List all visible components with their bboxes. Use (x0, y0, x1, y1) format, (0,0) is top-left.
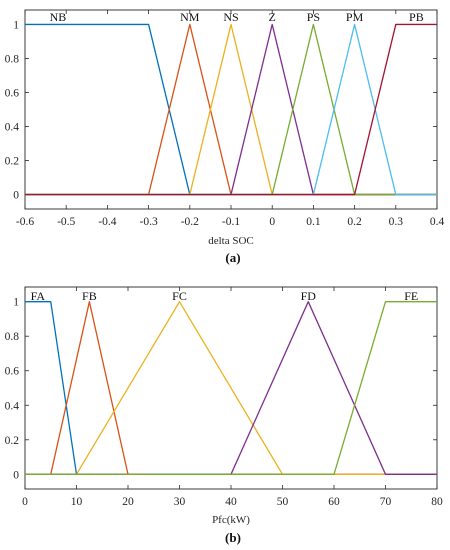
x-tick-label: 0 (269, 216, 275, 228)
y-tick-label: 0 (13, 190, 19, 202)
series-line-fe (25, 301, 437, 475)
series-label-fc: FC (172, 289, 187, 303)
series-line-fc (25, 301, 437, 475)
x-tick-label: -0.5 (57, 216, 75, 228)
x-tick-label: 80 (431, 496, 443, 508)
x-tick-label: 0.2 (347, 216, 362, 228)
y-tick-label: 0.8 (5, 53, 20, 65)
y-tick-label: 1 (13, 19, 19, 31)
x-tick-label: 50 (277, 496, 289, 508)
y-tick-label: 0.4 (5, 400, 20, 412)
subfigure-caption: (b) (225, 530, 241, 545)
y-tick-label: 0.2 (5, 435, 20, 447)
series-label-fa: FA (31, 289, 46, 303)
y-tick-label: 0.2 (5, 156, 20, 168)
chart-b-membership-pfc: 0 10 20 30 40 50 60 70 80 0 0.2 0.4 0.6 0.8 1 FA FB FC FD F… (5, 286, 443, 545)
series-label-ps: PS (307, 10, 320, 24)
series-label-nb: NB (50, 10, 67, 24)
series-label-fe: FE (404, 289, 418, 303)
y-tick-label: 0.6 (5, 366, 20, 378)
y-tick-label: 0 (13, 469, 19, 481)
chart-a-membership-delta-soc: -0.6 -0.5 -0.4 -0.3 -0.2 -0.1 0 0.1 0.2 0.3 0.4 0 0.… (5, 9, 445, 265)
x-tick-label: 30 (174, 496, 186, 508)
x-tick-label: 0.4 (430, 216, 445, 228)
x-tick-label: 10 (71, 496, 83, 508)
x-tick-label: -0.1 (222, 216, 240, 228)
y-tick-label: 0.8 (5, 331, 20, 343)
y-tick-label: 0.6 (5, 87, 20, 99)
x-tick-label: -0.4 (98, 216, 116, 228)
y-tick-label: 1 (13, 297, 19, 309)
x-axis-label: delta SOC (208, 235, 254, 247)
x-tick-label: 0 (22, 496, 28, 508)
x-tick-label: -0.6 (16, 216, 34, 228)
y-tick-label: 0.4 (5, 122, 20, 134)
x-axis-label: Pfc(kW) (212, 514, 250, 526)
series-label-pm: PM (346, 10, 364, 24)
x-tick-label: 70 (380, 496, 392, 508)
x-tick-label: 60 (328, 496, 340, 508)
x-tick-label: 0.1 (306, 216, 321, 228)
series-label-fd: FD (301, 289, 317, 303)
series-label-pb: PB (409, 10, 424, 24)
x-tick-label: 0.3 (389, 216, 404, 228)
subfigure-caption: (a) (225, 250, 240, 265)
series-label-fb: FB (82, 289, 97, 303)
x-tick-label: 20 (122, 496, 134, 508)
x-tick-label: -0.3 (139, 216, 157, 228)
series-label-nm: NM (180, 10, 200, 24)
x-tick-label: 40 (225, 496, 237, 508)
series-label-ns: NS (223, 10, 238, 24)
series-label-z: Z (269, 10, 276, 24)
x-tick-label: -0.2 (181, 216, 199, 228)
series-line-pb (25, 23, 437, 196)
